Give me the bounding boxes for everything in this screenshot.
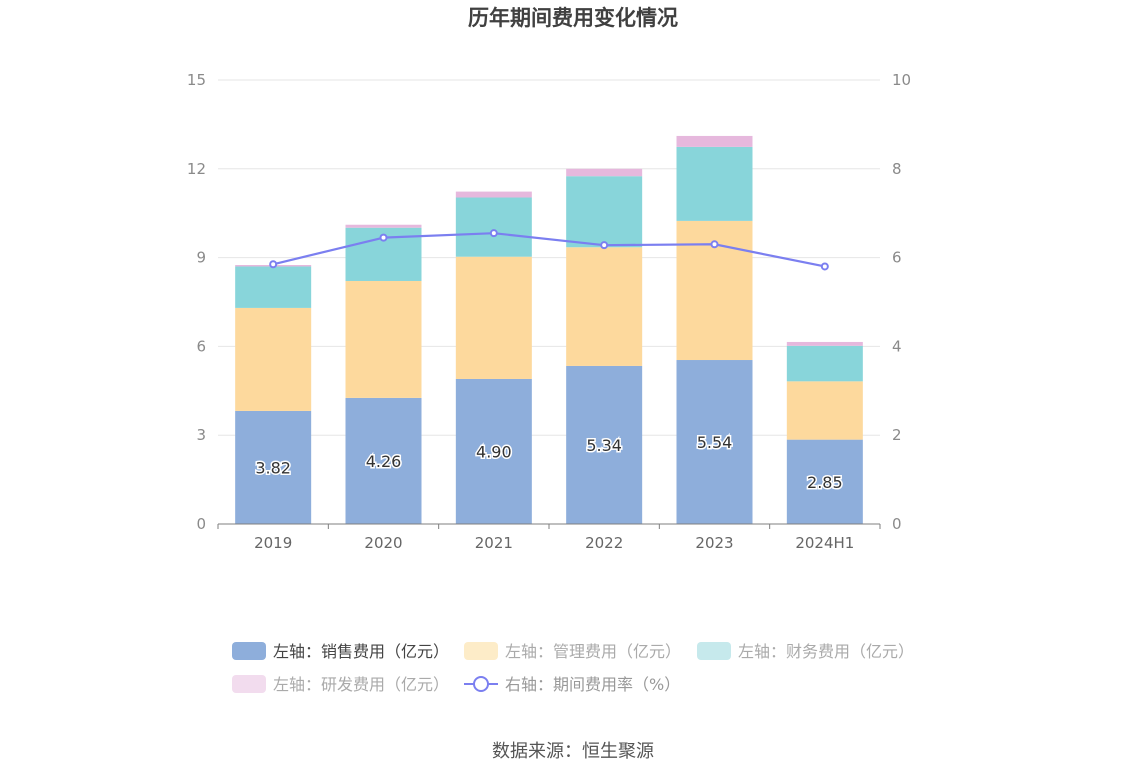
rate-point — [600, 241, 609, 250]
y-tick-label-right: 4 — [892, 337, 902, 355]
data-label: 5.34 — [586, 436, 622, 455]
legend-swatch — [697, 642, 731, 660]
bar-segment — [235, 266, 312, 308]
source-note: 数据来源：恒生聚源 — [492, 741, 654, 762]
bar-segment — [676, 360, 753, 524]
x-tick-label: 2022 — [585, 534, 623, 552]
bar-segment — [235, 307, 312, 411]
y-tick-label-left: 9 — [196, 249, 206, 267]
y-tick-label-left: 15 — [187, 71, 206, 89]
bar-segment — [676, 135, 753, 147]
rate-point — [379, 233, 388, 242]
y-tick-label-right: 6 — [892, 249, 902, 267]
bar-segment — [455, 256, 532, 379]
data-label: 5.54 — [697, 433, 733, 452]
legend-label: 左轴：财务费用（亿元） — [738, 642, 914, 661]
x-tick-label: 2021 — [475, 534, 513, 552]
line-series — [269, 229, 829, 271]
x-tick-label: 2020 — [364, 534, 402, 552]
y-tick-label-right: 10 — [892, 71, 911, 89]
bar-segment — [566, 168, 643, 177]
rate-line — [272, 232, 826, 268]
data-label: 4.90 — [476, 442, 512, 461]
y-tick-label-left: 3 — [196, 426, 206, 444]
x-axis-ticks: 2019 2020 2021 2022 2023 2024H1 — [254, 534, 854, 552]
legend-label: 右轴：期间费用率（%） — [505, 675, 680, 694]
bar-segment — [786, 381, 863, 440]
data-labels: 3.82 4.26 4.90 5.34 5.54 2.85 — [254, 432, 844, 494]
y-tick-label-right: 2 — [892, 426, 902, 444]
bar-segment — [786, 341, 863, 346]
bar-segment — [455, 197, 532, 257]
grid-lines — [218, 79, 880, 436]
x-tick-label: 2019 — [254, 534, 292, 552]
rate-point — [489, 229, 498, 238]
legend-swatch — [464, 642, 498, 660]
legend: 左轴：销售费用（亿元） 左轴：管理费用（亿元） 左轴：财务费用（亿元） 左轴：研发费用… — [232, 642, 914, 694]
bar-segment — [455, 378, 532, 524]
y-tick-label-left: 0 — [196, 515, 206, 533]
rate-point — [820, 262, 829, 271]
y-tick-label-left: 6 — [196, 337, 206, 355]
bar-segment — [676, 146, 753, 221]
left-axis-ticks: 0 3 6 9 12 15 — [187, 71, 206, 533]
bar-segment — [455, 191, 532, 198]
legend-label: 左轴：销售费用（亿元） — [273, 642, 449, 661]
x-tick-label: 2023 — [695, 534, 733, 552]
y-tick-label-right: 8 — [892, 160, 902, 178]
rate-point — [269, 260, 278, 269]
bar-segment — [566, 176, 643, 248]
chart-title: 历年期间费用变化情况 — [468, 6, 678, 30]
bar-segment — [345, 397, 422, 524]
legend-label: 左轴：管理费用（亿元） — [505, 642, 681, 661]
legend-line-marker — [473, 676, 489, 692]
bar-segment — [566, 365, 643, 524]
legend-swatch — [232, 642, 266, 660]
x-axis — [217, 523, 881, 529]
y-tick-label-right: 0 — [892, 515, 902, 533]
bar-segment — [345, 224, 422, 228]
rate-point — [710, 240, 719, 249]
bar-segment — [786, 439, 863, 524]
data-label: 3.82 — [255, 458, 291, 477]
bar-series — [235, 135, 863, 524]
bar-segment — [235, 410, 312, 524]
bar-segment — [786, 345, 863, 382]
y-tick-label-left: 12 — [187, 160, 206, 178]
data-label: 2.85 — [807, 473, 843, 492]
right-axis-ticks: 0 2 4 6 8 10 — [892, 71, 911, 533]
bar-segment — [345, 280, 422, 398]
data-label: 4.26 — [366, 452, 402, 471]
legend-swatch — [232, 675, 266, 693]
legend-label: 左轴：研发费用（亿元） — [273, 675, 449, 694]
bar-segment — [566, 247, 643, 366]
x-tick-label: 2024H1 — [795, 534, 854, 552]
